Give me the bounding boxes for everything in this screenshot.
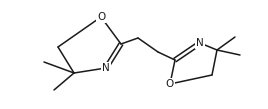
Text: N: N bbox=[102, 63, 110, 73]
Text: O: O bbox=[166, 79, 174, 89]
Text: O: O bbox=[97, 12, 105, 22]
Text: N: N bbox=[196, 38, 204, 48]
